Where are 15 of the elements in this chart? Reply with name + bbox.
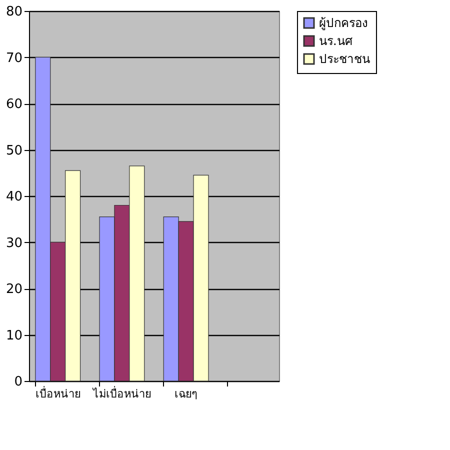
y-tick-label: 10 (6, 328, 22, 344)
y-tick-label: 80 (6, 4, 22, 20)
x-tick-label: เฉยๆ (174, 388, 198, 400)
y-tick-label: 70 (6, 50, 22, 66)
y-tick-label: 30 (6, 236, 22, 251)
y-tick-label: 50 (6, 143, 22, 158)
legend-label: นร.นศ (319, 34, 353, 48)
x-tick-label: เบื่อหน่าย (35, 386, 80, 400)
legend-label: ประชาชน (319, 52, 370, 66)
y-tick-label: 40 (6, 190, 22, 204)
y-tick-label: 20 (6, 282, 22, 297)
y-tick-label: 60 (6, 97, 22, 112)
y-tick-label: 0 (14, 374, 22, 390)
x-tick-label: ไม่เบื่อหน่าย (92, 386, 151, 400)
legend-label: ผู้ปกครอง (319, 16, 368, 31)
